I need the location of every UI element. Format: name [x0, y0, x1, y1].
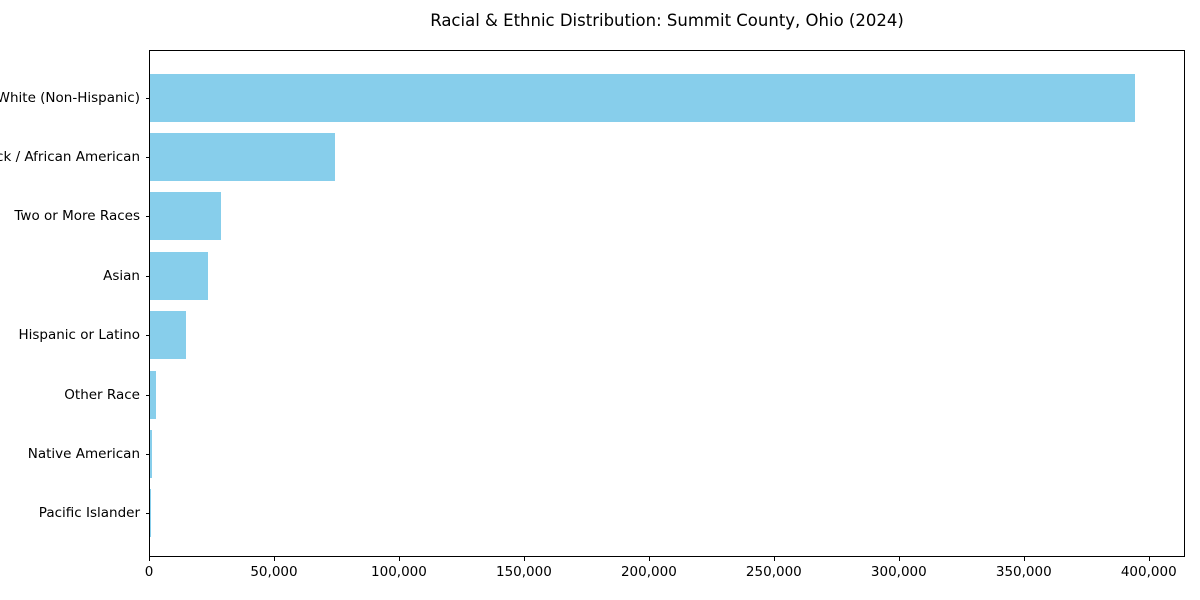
x-tick-mark	[898, 557, 900, 561]
x-tick-mark	[149, 557, 150, 561]
category-label: Asian	[103, 267, 140, 284]
x-tick-label: 100,000	[371, 564, 427, 580]
y-axis-tick	[146, 394, 150, 396]
bar	[150, 73, 1135, 122]
x-tick-label: 200,000	[620, 564, 677, 580]
bar	[150, 429, 153, 478]
x-tick-label: 150,000	[495, 564, 552, 580]
category-label: Pacific Islander	[38, 505, 140, 522]
category-label: White (Non-Hispanic)	[0, 89, 140, 106]
x-tick-label: 300,000	[870, 564, 927, 580]
y-axis-tick	[146, 453, 150, 455]
x-tick-label: 400,000	[1120, 564, 1177, 580]
chart-title: Racial & Ethnic Distribution: Summit Cou…	[430, 11, 904, 30]
x-tick-mark	[773, 557, 775, 561]
plot-area: White (Non-Hispanic) Black / African Amer…	[0, 50, 1185, 557]
bar-row: Hispanic or Latino	[18, 306, 1184, 365]
bar-row: Other Race	[64, 365, 1184, 424]
category-label: Other Race	[64, 386, 140, 403]
bar-row: Two or More Races	[14, 187, 1184, 246]
category-label: Black / African American	[0, 149, 140, 166]
y-axis-tick	[146, 97, 150, 99]
x-tick-label: 0	[144, 564, 154, 580]
x-tick-mark	[1148, 557, 1150, 561]
x-tick-mark	[398, 557, 400, 561]
bar-row: Asian	[103, 246, 1184, 305]
x-axis: 0 50,000 100,000 150,000 200,000 250,000 300,0…	[145, 556, 1185, 586]
x-tick-mark	[648, 557, 650, 561]
bar	[150, 489, 151, 538]
y-axis-tick	[146, 216, 150, 218]
x-tick-mark	[273, 557, 275, 561]
bar-row: White (Non-Hispanic)	[0, 68, 1184, 127]
y-axis-tick	[146, 157, 150, 159]
bar-row: Pacific Islander	[39, 484, 1184, 543]
x-tick-mark	[1023, 557, 1025, 561]
bar	[150, 251, 208, 300]
bar	[150, 192, 221, 241]
bar-row: Black / African American	[0, 127, 1184, 186]
y-axis-tick	[146, 275, 150, 277]
bar	[150, 133, 335, 182]
y-axis-tick	[146, 335, 150, 337]
x-tick-label: 250,000	[745, 564, 802, 580]
x-tick-mark	[523, 557, 525, 561]
x-tick-label: 350,000	[995, 564, 1052, 580]
bar-row: Native American	[28, 424, 1184, 483]
bar	[150, 311, 186, 360]
y-axis-tick	[146, 513, 150, 515]
x-tick-label: 50,000	[250, 564, 298, 580]
category-label: Two or More Races	[14, 208, 140, 225]
category-label: Hispanic or Latino	[18, 327, 140, 344]
category-label: Native American	[27, 445, 140, 462]
bar	[150, 370, 156, 419]
